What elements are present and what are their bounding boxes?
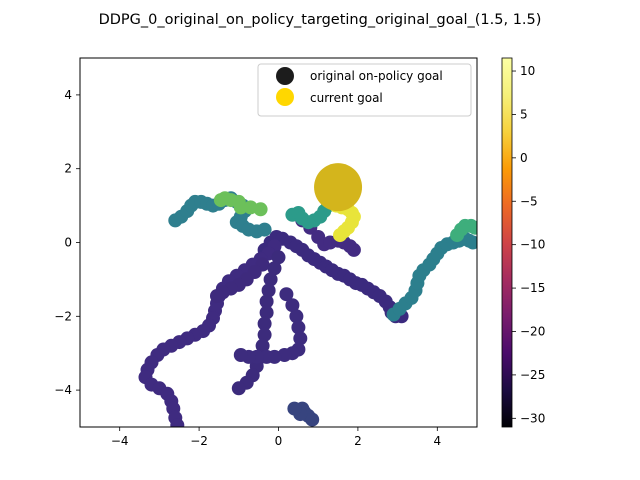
colorbar: 10 5 0 −5 −10 −15 −20 −25 −30 bbox=[501, 57, 545, 428]
y-tick-label: 0 bbox=[64, 236, 72, 250]
y-tick-label: 2 bbox=[64, 162, 72, 176]
data-point bbox=[253, 202, 268, 217]
colorbar-ticks: 10 5 0 −5 −10 −15 −20 −25 −30 bbox=[512, 64, 545, 425]
data-point bbox=[333, 228, 347, 243]
legend-label-original-goal: original on-policy goal bbox=[310, 69, 443, 83]
data-point bbox=[259, 294, 274, 309]
y-axis: −4 −2 0 2 4 bbox=[54, 88, 80, 397]
data-point bbox=[261, 283, 276, 298]
data-point bbox=[346, 242, 361, 257]
legend: original on-policy goal current goal bbox=[257, 63, 472, 117]
data-point bbox=[287, 401, 302, 416]
colorbar-tick-label: 0 bbox=[520, 151, 528, 165]
colorbar-tick-label: −25 bbox=[520, 368, 545, 382]
legend-box bbox=[257, 63, 472, 117]
data-point bbox=[466, 235, 477, 250]
chart-title: DDPG_0_original_on_policy_targeting_orig… bbox=[99, 12, 542, 28]
data-point bbox=[293, 331, 308, 346]
colorbar-tick-label: −15 bbox=[520, 281, 545, 295]
data-point bbox=[257, 327, 272, 342]
plot-area: −4 −2 0 2 4 −4 −2 0 2 4 bbox=[54, 57, 478, 448]
data-point bbox=[291, 320, 306, 335]
y-tick-label: −4 bbox=[54, 383, 72, 397]
data-point bbox=[271, 250, 286, 265]
x-tick-label: 4 bbox=[433, 434, 441, 448]
legend-label-current-goal: current goal bbox=[310, 91, 383, 105]
data-point bbox=[210, 289, 224, 303]
data-point bbox=[305, 412, 320, 427]
data-point bbox=[289, 309, 304, 324]
colorbar-tick-label: −10 bbox=[520, 238, 545, 252]
colorbar-tick-label: −5 bbox=[520, 194, 538, 208]
x-axis: −4 −2 0 2 4 bbox=[111, 427, 441, 448]
data-point bbox=[170, 418, 185, 427]
data-point bbox=[259, 349, 274, 364]
x-tick-label: −4 bbox=[111, 434, 129, 448]
x-tick-label: −2 bbox=[190, 434, 208, 448]
data-point bbox=[255, 338, 270, 353]
data-point bbox=[233, 200, 248, 215]
colorbar-gradient bbox=[501, 57, 513, 428]
x-tick-label: 2 bbox=[354, 434, 362, 448]
legend-marker-current-goal bbox=[276, 88, 294, 106]
data-point bbox=[263, 272, 278, 287]
data-point bbox=[468, 220, 477, 235]
data-point bbox=[279, 287, 294, 302]
x-tick-label: 0 bbox=[275, 434, 283, 448]
colorbar-tick-label: 10 bbox=[520, 64, 535, 78]
colorbar-tick-label: 5 bbox=[520, 107, 528, 121]
colorbar-tick-label: −30 bbox=[520, 411, 545, 425]
data-point bbox=[267, 261, 282, 276]
legend-marker-original-goal bbox=[276, 67, 294, 85]
data-point bbox=[257, 316, 272, 331]
data-point bbox=[285, 298, 300, 313]
scatter-points bbox=[138, 191, 477, 427]
data-point bbox=[257, 222, 272, 237]
goal-markers bbox=[314, 163, 363, 212]
current-goal-marker bbox=[314, 163, 363, 212]
y-tick-label: −2 bbox=[54, 309, 72, 323]
data-point bbox=[231, 381, 246, 396]
colorbar-tick-label: −20 bbox=[520, 324, 545, 338]
data-point bbox=[259, 305, 274, 320]
data-point bbox=[233, 348, 248, 362]
y-tick-label: 4 bbox=[64, 88, 72, 102]
